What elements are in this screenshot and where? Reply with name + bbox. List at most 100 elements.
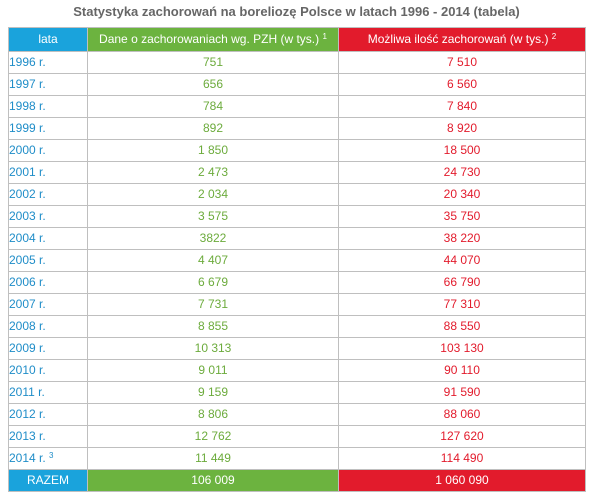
max-value: 77 310 <box>338 293 586 316</box>
max-value: 114 490 <box>338 447 586 470</box>
year-cell: 2013 r. <box>8 425 88 448</box>
table-title: Statystyka zachorowań na boreliozę Polsc… <box>73 4 520 19</box>
table-row: 2008 r. 8 855 88 550 <box>8 315 586 338</box>
max-value: 20 340 <box>338 183 586 206</box>
year-cell: 2011 r. <box>8 381 88 404</box>
pzh-value: 7 731 <box>87 293 339 316</box>
year-label: 1997 r. <box>9 77 46 91</box>
table-row: 2001 r. 2 473 24 730 <box>8 161 586 184</box>
year-label: 2007 r. <box>9 297 46 311</box>
max-value: 7 510 <box>338 51 586 74</box>
year-cell: 2007 r. <box>8 293 88 316</box>
year-label: 2006 r. <box>9 275 46 289</box>
year-label: 1999 r. <box>9 121 46 135</box>
max-value: 44 070 <box>338 249 586 272</box>
pzh-value: 892 <box>87 117 339 140</box>
year-cell: 2008 r. <box>8 315 88 338</box>
max-value: 88 550 <box>338 315 586 338</box>
max-value: 66 790 <box>338 271 586 294</box>
pzh-value: 12 762 <box>87 425 339 448</box>
table-row: 2014 r. 3 11 449 114 490 <box>8 447 586 470</box>
incidence-table: lata Dane o zachorowaniach wg. PZH (w ty… <box>8 27 586 492</box>
year-cell: 2001 r. <box>8 161 88 184</box>
max-value: 103 130 <box>338 337 586 360</box>
table-row: 2010 r. 9 011 90 110 <box>8 359 586 382</box>
table-row: 2013 r. 12 762 127 620 <box>8 425 586 448</box>
header-pzh-label: Dane o zachorowaniach wg. PZH (w tys.) <box>99 32 320 46</box>
table-row: 2005 r. 4 407 44 070 <box>8 249 586 272</box>
table-row: 1996 r. 751 7 510 <box>8 51 586 74</box>
table-row: 2000 r. 1 850 18 500 <box>8 139 586 162</box>
pzh-value: 3822 <box>87 227 339 250</box>
total-label: RAZEM <box>8 469 88 492</box>
pzh-value: 2 034 <box>87 183 339 206</box>
table-row: 2002 r. 2 034 20 340 <box>8 183 586 206</box>
header-row: lata Dane o zachorowaniach wg. PZH (w ty… <box>8 27 586 52</box>
year-label: 2012 r. <box>9 407 46 421</box>
table-row: 2006 r. 6 679 66 790 <box>8 271 586 294</box>
pzh-value: 4 407 <box>87 249 339 272</box>
year-label: 2009 r. <box>9 341 46 355</box>
table-row: 1998 r. 784 7 840 <box>8 95 586 118</box>
max-value: 127 620 <box>338 425 586 448</box>
year-cell: 2012 r. <box>8 403 88 426</box>
max-value: 6 560 <box>338 73 586 96</box>
year-cell: 2000 r. <box>8 139 88 162</box>
year-label: 2014 r. <box>9 451 46 465</box>
pzh-value: 1 850 <box>87 139 339 162</box>
year-cell: 1999 r. <box>8 117 88 140</box>
max-value: 8 920 <box>338 117 586 140</box>
pzh-value: 8 855 <box>87 315 339 338</box>
pzh-value: 656 <box>87 73 339 96</box>
max-value: 88 060 <box>338 403 586 426</box>
header-pzh-footnote: 1 <box>322 32 327 41</box>
total-pzh: 106 009 <box>87 469 339 492</box>
year-cell: 2009 r. <box>8 337 88 360</box>
table-row: 1997 r. 656 6 560 <box>8 73 586 96</box>
header-year-label: lata <box>38 32 58 46</box>
pzh-value: 10 313 <box>87 337 339 360</box>
header-max-label: Możliwa ilość zachorowań (w tys.) <box>367 32 549 46</box>
max-value: 24 730 <box>338 161 586 184</box>
year-label: 1996 r. <box>9 55 46 69</box>
year-label: 1998 r. <box>9 99 46 113</box>
table-row: 2011 r. 9 159 91 590 <box>8 381 586 404</box>
table-row: 1999 r. 892 8 920 <box>8 117 586 140</box>
pzh-value: 751 <box>87 51 339 74</box>
pzh-value: 6 679 <box>87 271 339 294</box>
table-body: 1996 r. 751 7 510 1997 r. 656 6 560 1998 r. 784… <box>8 51 586 470</box>
year-cell: 2006 r. <box>8 271 88 294</box>
year-label: 2013 r. <box>9 429 46 443</box>
table-row: 2004 r. 3822 38 220 <box>8 227 586 250</box>
max-value: 90 110 <box>338 359 586 382</box>
max-value: 91 590 <box>338 381 586 404</box>
table-row: 2003 r. 3 575 35 750 <box>8 205 586 228</box>
year-label: 2001 r. <box>9 165 46 179</box>
table-row: 2009 r. 10 313 103 130 <box>8 337 586 360</box>
total-max: 1 060 090 <box>338 469 586 492</box>
pzh-value: 784 <box>87 95 339 118</box>
header-pzh: Dane o zachorowaniach wg. PZH (w tys.) 1 <box>87 27 339 52</box>
max-value: 18 500 <box>338 139 586 162</box>
year-label: 2011 r. <box>9 385 45 399</box>
pzh-value: 9 011 <box>87 359 339 382</box>
pzh-value: 2 473 <box>87 161 339 184</box>
table-row: 2012 r. 8 806 88 060 <box>8 403 586 426</box>
table-row: 2007 r. 7 731 77 310 <box>8 293 586 316</box>
year-label: 2008 r. <box>9 319 46 333</box>
year-cell: 1997 r. <box>8 73 88 96</box>
year-cell: 2002 r. <box>8 183 88 206</box>
year-cell: 2014 r. 3 <box>8 447 88 470</box>
year-label: 2010 r. <box>9 363 46 377</box>
header-max: Możliwa ilość zachorowań (w tys.) 2 <box>338 27 586 52</box>
year-cell: 2003 r. <box>8 205 88 228</box>
year-footnote: 3 <box>49 451 54 460</box>
pzh-value: 9 159 <box>87 381 339 404</box>
pzh-value: 11 449 <box>87 447 339 470</box>
year-label: 2003 r. <box>9 209 46 223</box>
year-label: 2004 r. <box>9 231 46 245</box>
year-cell: 2005 r. <box>8 249 88 272</box>
header-max-footnote: 2 <box>551 32 557 41</box>
header-year: lata <box>8 27 88 52</box>
pzh-value: 8 806 <box>87 403 339 426</box>
